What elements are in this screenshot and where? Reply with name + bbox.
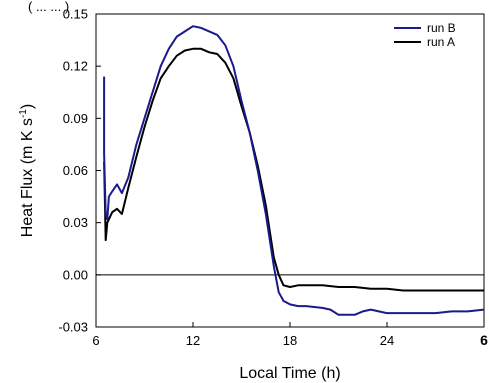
x-tick-label: 6 [92,333,99,348]
series-layer [103,25,485,316]
x-tick-label: 12 [186,333,200,348]
plot-frame [95,13,485,328]
x-axis-title: Local Time (h) [239,365,340,382]
y-tick-label: 0.06 [63,163,88,178]
y-axis-title-close: ) [19,104,36,109]
series-line-run-b [103,25,485,316]
series-line-run-a [103,47,484,292]
x-tick-label: 18 [283,333,297,348]
y-axis-title-main: Heat Flux (m K s [19,118,36,237]
legend-label: run B [427,21,456,35]
y-axis-title-superscript: -1 [18,109,29,118]
x-tick-label-cut: 6 [480,332,488,348]
y-tick-label: 0.09 [63,111,88,126]
chart-top-text: ( ... ... ) [28,0,69,14]
y-tick-label: -0.03 [58,320,88,335]
legend-label: run A [427,35,455,49]
y-tick-label: 0.00 [63,267,88,282]
plot-area [95,13,485,328]
y-axis-title: Heat Flux (m K s-1) [18,104,36,237]
y-tick-label: 0.03 [63,215,88,230]
y-axis: -0.03 0.00 0.03 0.06 0.09 0.12 0.15 [58,7,101,335]
x-axis: 6 12 18 24 [92,322,394,348]
y-tick-label: 0.12 [63,59,88,74]
x-tick-label: 24 [380,333,394,348]
y-tick-label: 0.15 [63,7,88,22]
